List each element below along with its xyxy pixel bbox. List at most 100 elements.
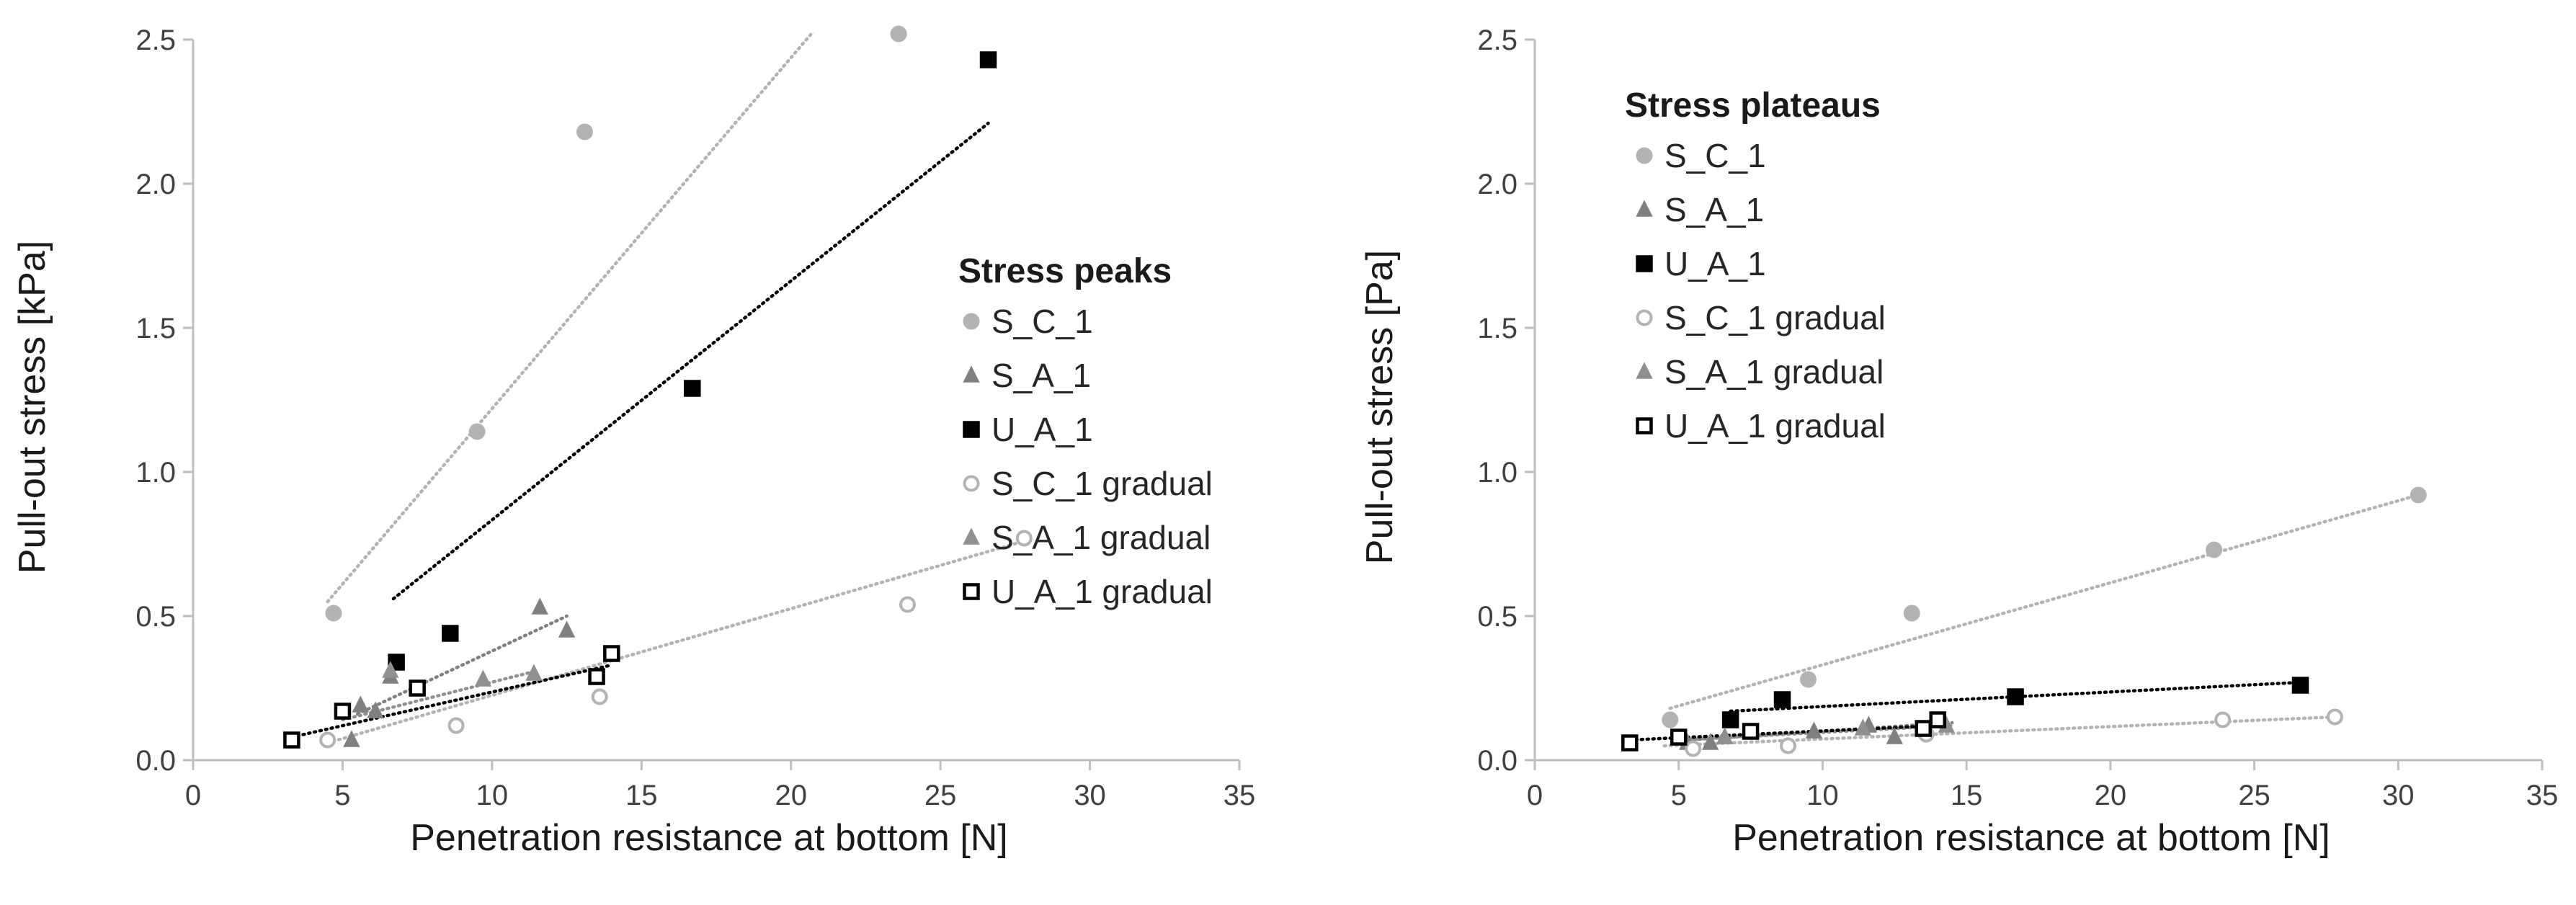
legend-marker-u-a-1 — [1636, 255, 1653, 272]
legend-title: Stress plateaus — [1625, 86, 1881, 125]
y-tick-label: 2.0 — [1477, 169, 1517, 200]
legend: Stress plateaus S_C_1 S_A_1 U_A_1 S_C_1 grad… — [1625, 86, 1886, 445]
y-tick-label: 1.5 — [135, 313, 176, 344]
data-point-s-c-1 — [1662, 711, 1679, 728]
trendline-s-c-1-gradual — [326, 539, 1026, 745]
legend-marker-s-c-1-gradual — [1636, 309, 1653, 326]
series-s-c-1-gradual — [1685, 708, 2343, 757]
x-tick-label: 35 — [2526, 780, 2559, 811]
trendline-u-a-1 — [391, 121, 990, 601]
data-point-s-c-1 — [2206, 541, 2223, 558]
trendline-s-c-1-gradual — [1662, 715, 2337, 748]
data-point-u-a-1-gradual — [1915, 720, 1932, 737]
x-tick-label: 20 — [2095, 780, 2127, 811]
x-tick-label: 0 — [1527, 780, 1543, 811]
y-axis-title: Pull-out stress [kPa] — [12, 241, 53, 574]
x-tick-label: 10 — [1806, 780, 1839, 811]
data-point-s-c-1 — [468, 423, 486, 440]
y-axis-title: Pull-out stress [Pa] — [1359, 250, 1401, 564]
trendline-s-c-1 — [326, 32, 815, 604]
data-point-s-c-1-gradual — [447, 717, 465, 734]
data-point-s-a-1 — [367, 701, 384, 718]
legend-label-s-a-1: S_A_1 — [991, 357, 1091, 394]
data-point-s-a-1 — [531, 597, 548, 615]
legend-marker-s-a-1-gradual — [963, 527, 980, 545]
legend-marker-s-a-1 — [963, 365, 980, 383]
data-point-u-a-1-gradual — [283, 731, 300, 749]
data-point-s-c-1-gradual — [591, 688, 608, 705]
data-point-s-a-1 — [1886, 727, 1903, 744]
data-point-s-c-1 — [1799, 671, 1817, 688]
x-tick-label: 35 — [1224, 780, 1256, 811]
y-tick-label: 0.0 — [135, 745, 176, 777]
legend-label-s-a-1-gradual: S_A_1 gradual — [991, 519, 1211, 556]
data-point-u-a-1 — [1773, 691, 1791, 708]
data-point-u-a-1 — [979, 51, 997, 68]
legend-label-s-a-1: S_A_1 — [1664, 191, 1764, 228]
data-point-u-a-1 — [2007, 688, 2024, 705]
legend-label-s-c-1: S_C_1 — [991, 303, 1093, 340]
x-tick-label: 25 — [2238, 780, 2270, 811]
legend-marker-s-a-1-gradual — [1636, 362, 1653, 379]
series-s-c-1 — [1662, 486, 2427, 728]
legend-label-s-c-1: S_C_1 — [1664, 137, 1766, 174]
series-u-a-1 — [388, 51, 997, 671]
series-u-a-1-gradual — [283, 645, 620, 749]
x-tick-label: 15 — [625, 780, 658, 811]
x-tick-label: 5 — [334, 780, 350, 811]
legend-marker-s-a-1 — [1636, 200, 1653, 217]
x-tick-label: 25 — [924, 780, 957, 811]
data-point-s-a-1 — [558, 620, 576, 638]
data-point-u-a-1 — [442, 625, 459, 642]
x-tick-label: 30 — [1074, 780, 1106, 811]
y-tick-label: 0.5 — [135, 601, 176, 633]
trendline-s-a-1 — [355, 614, 569, 716]
data-point-s-a-1-gradual — [474, 669, 492, 687]
data-point-s-c-1-gradual — [1779, 737, 1796, 754]
data-point-s-c-1 — [325, 605, 342, 622]
y-tick-label: 1.5 — [1477, 313, 1517, 344]
trendlines — [290, 32, 1026, 745]
data-point-u-a-1-gradual — [1670, 728, 1688, 746]
series-u-a-1 — [1721, 677, 2309, 728]
data-point-s-c-1 — [2410, 486, 2427, 504]
legend-label-s-a-1-gradual: S_A_1 gradual — [1664, 353, 1884, 391]
x-tick-label: 15 — [1951, 780, 1983, 811]
legend-label-u-a-1: U_A_1 — [991, 411, 1093, 448]
data-point-u-a-1-gradual — [588, 668, 605, 685]
legend-marker-s-c-1 — [963, 313, 980, 330]
y-tick-label: 0.5 — [1477, 601, 1517, 633]
data-point-s-c-1-gradual — [2326, 708, 2343, 726]
series-u-a-1-gradual — [1621, 711, 1946, 752]
legend-label-u-a-1-gradual: U_A_1 gradual — [991, 573, 1213, 610]
x-tick-label: 0 — [185, 780, 201, 811]
legend: Stress peaks S_C_1 S_A_1 U_A_1 S_C_1 gradual… — [958, 252, 1213, 610]
data-point-u-a-1 — [684, 380, 701, 397]
series-s-a-1-gradual — [382, 661, 543, 687]
x-tick-label: 20 — [775, 780, 807, 811]
data-point-u-a-1-gradual — [1742, 723, 1760, 740]
x-axis-title: Penetration resistance at bottom [N] — [1732, 817, 2330, 859]
data-point-s-c-1 — [890, 25, 907, 43]
trendline-u-a-1-gradual — [290, 663, 614, 739]
legend-marker-s-c-1-gradual — [963, 475, 980, 492]
data-point-u-a-1-gradual — [409, 679, 426, 697]
y-tick-label: 1.0 — [1477, 457, 1517, 489]
trendlines — [1628, 493, 2420, 748]
chart-2: 0.0 0.5 1.0 1.5 2.0 2.5 0 5 10 15 20 25 30 35 Penetrat… — [1359, 24, 2558, 859]
legend-marker-u-a-1-gradual — [963, 583, 980, 600]
y-tick-label: 2.5 — [1477, 24, 1517, 56]
data-point-s-c-1 — [1903, 605, 1920, 622]
y-tick-label: 2.0 — [135, 169, 176, 200]
data-point-u-a-1-gradual — [1621, 734, 1639, 752]
data-point-u-a-1 — [2291, 677, 2309, 694]
data-point-u-a-1 — [388, 654, 405, 671]
data-point-s-c-1-gradual — [1015, 530, 1033, 547]
data-point-s-c-1 — [576, 123, 593, 141]
data-point-s-a-1 — [343, 730, 360, 747]
data-point-u-a-1-gradual — [603, 645, 620, 662]
y-tick-label: 0.0 — [1477, 745, 1517, 777]
y-tick-label: 1.0 — [135, 457, 176, 489]
